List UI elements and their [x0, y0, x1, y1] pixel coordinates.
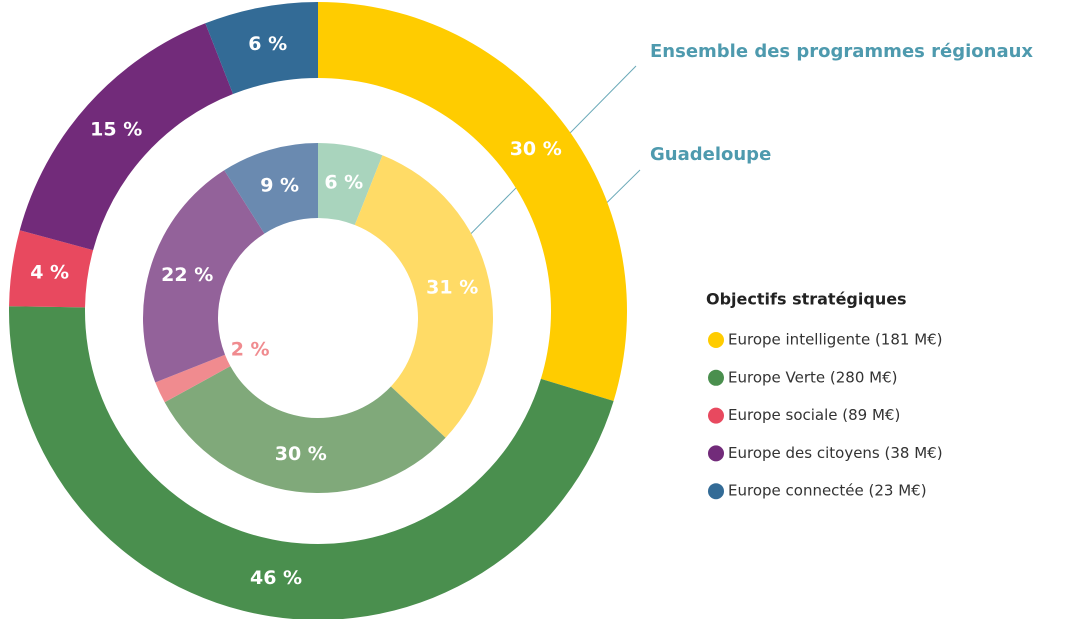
donut-slice [9, 306, 614, 619]
legend-label: Europe intelligente (181 M€) [728, 331, 943, 349]
value-label: 30 % [275, 443, 327, 465]
series-label: Guadeloupe [650, 144, 771, 165]
series-label: Ensemble des programmes régionaux [650, 41, 1033, 62]
donut-slice [318, 2, 628, 401]
value-label: 9 % [260, 174, 299, 196]
legend-marker [708, 483, 724, 500]
donut-slice [164, 366, 446, 494]
legend-marker [708, 445, 724, 462]
legend-marker [708, 369, 724, 386]
donut-slice [318, 143, 383, 226]
value-label: 31 % [426, 277, 478, 299]
legend-label: Europe des citoyens (38 M€) [728, 444, 943, 462]
donut-slice [155, 354, 231, 403]
donut-slice [9, 230, 94, 308]
legend-marker [708, 407, 724, 424]
value-label: 2 % [231, 338, 270, 360]
value-label: 22 % [161, 264, 213, 286]
value-label: 30 % [510, 138, 562, 160]
value-label: 46 % [250, 567, 302, 589]
legend-label: Europe sociale (89 M€) [728, 406, 900, 424]
value-label: 6 % [324, 171, 363, 193]
legend-label: Europe Verte (280 M€) [728, 368, 897, 386]
legend-title: Objectifs stratégiques [706, 290, 907, 309]
value-label: 4 % [30, 262, 69, 284]
legend-marker [708, 332, 724, 348]
donut-slice [224, 143, 318, 234]
donut-slice [19, 23, 234, 251]
donut-slice [354, 155, 493, 438]
donut-slice [143, 170, 265, 383]
legend-label: Europe connectée (23 M€) [728, 482, 927, 500]
value-label: 15 % [90, 119, 142, 141]
value-label: 6 % [248, 33, 287, 55]
donut-slice [205, 2, 318, 95]
